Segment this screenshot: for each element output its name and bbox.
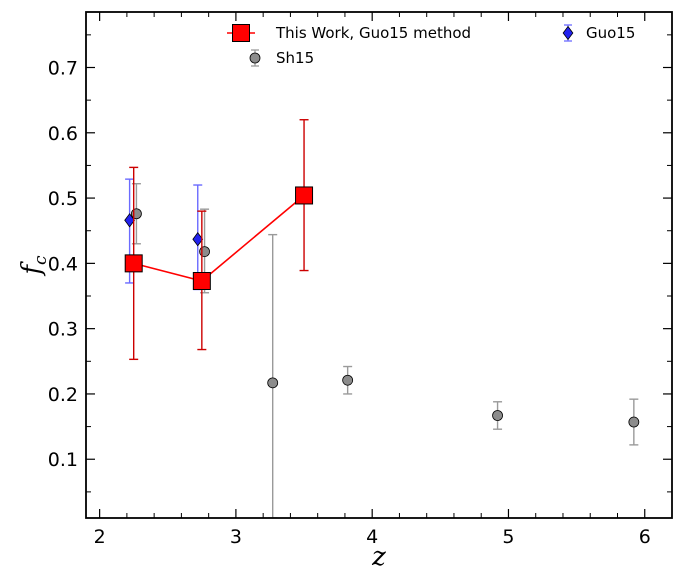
y-axis-label-subscript: c [31,255,51,265]
data-point [124,213,135,228]
legend-label: Sh15 [276,49,314,67]
data-point [492,410,503,421]
y-tick-label: 0.6 [48,123,78,145]
x-tick-label: 3 [230,526,242,548]
legend-marker [232,24,250,42]
y-tick-label: 0.7 [48,57,78,79]
data-point [199,246,210,258]
legend: This Work, Guo15 method Guo15 Sh15 [227,24,635,67]
data-point [342,374,354,386]
series-0 [124,119,314,361]
axis-ticks: 2 3 4 5 6 0.1 0.2 0.3 0.4 0.5 0.6 0.7 [48,12,672,548]
x-tick-label: 4 [366,526,378,548]
data-point [124,254,143,273]
series-line [133,194,305,282]
data-point [628,416,640,428]
x-tick-label: 2 [94,526,106,548]
x-axis-label: z [371,542,386,571]
legend-item-0: This Work, Guo15 method [227,24,471,42]
x-tick-label: 5 [502,526,514,548]
y-tick-label: 0.4 [48,253,78,275]
data-point [295,186,314,205]
legend-item-2: Sh15 [249,49,314,67]
series-2 [131,183,640,518]
data-point [192,271,211,290]
y-tick-label: 0.2 [48,384,78,406]
legend-label: This Work, Guo15 method [275,24,471,42]
x-tick-label: 6 [639,526,651,548]
y-tick-label: 0.1 [48,449,78,471]
legend-label: Guo15 [586,24,635,42]
y-tick-label: 0.5 [48,188,78,210]
data-series [124,119,640,518]
legend-marker [249,52,261,64]
legend-item-1: Guo15 [562,24,635,42]
y-tick-label: 0.3 [48,319,78,341]
data-point [267,377,279,389]
data-point [131,208,142,220]
series-1 [124,178,204,291]
plot-frame [85,11,673,519]
data-point [192,232,204,247]
y-axis-label: fc [17,255,51,277]
legend-marker [562,25,574,41]
